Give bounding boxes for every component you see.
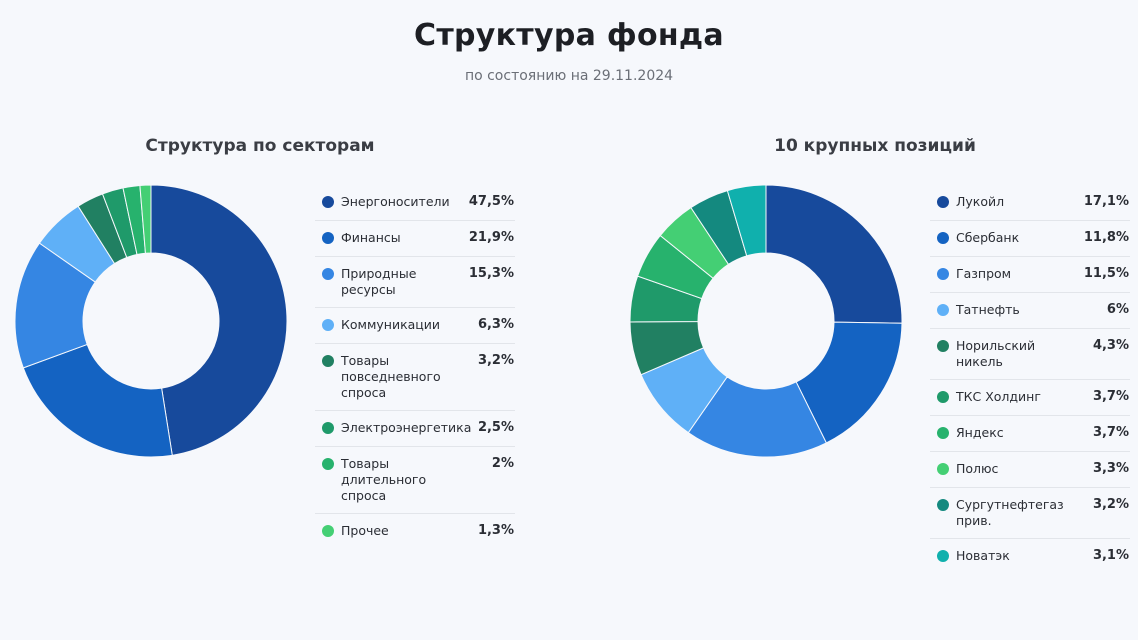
sector-slice-8[interactable] <box>139 185 152 254</box>
position-legend-item: ТКС Холдинг 3,7% <box>930 380 1130 416</box>
legend-swatch <box>937 391 949 403</box>
legend-swatch <box>322 422 334 434</box>
legend-label: Норильский никель <box>956 338 1036 369</box>
position-legend-item: Лукойл 17,1% <box>930 185 1130 221</box>
sectors-donut-chart <box>15 185 287 457</box>
legend-label: Новатэк <box>956 548 1010 563</box>
legend-label: Прочее <box>341 523 389 538</box>
page-subtitle: по состоянию на 29.11.2024 <box>464 68 674 84</box>
sector-legend-item: Товары повседневного спроса 3,2% <box>315 344 515 411</box>
position-legend-item: Татнефть 6% <box>930 293 1130 329</box>
legend-swatch <box>937 499 949 511</box>
sector-legend-item: Электроэнергетика 2,5% <box>315 411 515 447</box>
legend-value: 47,5% <box>468 194 514 209</box>
legend-swatch <box>937 340 949 352</box>
legend-label: Татнефть <box>956 302 1020 317</box>
legend-value: 17,1% <box>1083 194 1129 209</box>
legend-value: 6,3% <box>477 317 514 332</box>
sector-legend-item: Природные ресурсы 15,3% <box>315 257 515 308</box>
sector-slice-1[interactable] <box>150 185 287 456</box>
legend-value: 21,9% <box>468 230 514 245</box>
legend-value: 6% <box>1106 302 1129 317</box>
position-legend-item: Новатэк 3,1% <box>930 539 1130 574</box>
legend-label: Газпром <box>956 266 1012 281</box>
top-positions-donut-chart <box>630 185 902 457</box>
legend-swatch <box>937 268 949 280</box>
legend-label: Сургутнефтегаз прив. <box>956 497 1064 528</box>
position-legend-item: Яндекс 3,7% <box>930 416 1130 452</box>
legend-swatch <box>322 458 334 470</box>
sector-legend-item: Товары длительного спроса 2% <box>315 447 515 514</box>
position-legend-item: Газпром 11,5% <box>930 257 1130 293</box>
legend-value: 2,5% <box>477 420 514 435</box>
legend-swatch <box>322 525 334 537</box>
legend-label: Финансы <box>341 230 401 245</box>
legend-label: Полюс <box>956 461 999 476</box>
legend-swatch <box>322 319 334 331</box>
sector-legend-item: Прочее 1,3% <box>315 514 515 549</box>
position-slice-10[interactable] <box>726 185 767 257</box>
position-slice-1[interactable] <box>765 185 902 324</box>
legend-value: 4,3% <box>1092 338 1129 353</box>
legend-swatch <box>937 232 949 244</box>
sector-legend-item: Коммуникации 6,3% <box>315 308 515 344</box>
legend-value: 11,5% <box>1083 266 1129 281</box>
legend-value: 1,3% <box>477 523 514 538</box>
legend-swatch <box>937 196 949 208</box>
legend-swatch <box>937 427 949 439</box>
legend-swatch <box>322 355 334 367</box>
legend-label: Электроэнергетика <box>341 420 472 435</box>
legend-value: 15,3% <box>468 266 514 281</box>
legend-swatch <box>322 196 334 208</box>
legend-value: 3,2% <box>477 353 514 368</box>
legend-value: 11,8% <box>1083 230 1129 245</box>
legend-label: Товары длительного спроса <box>341 456 427 503</box>
legend-swatch <box>322 268 334 280</box>
legend-value: 3,1% <box>1092 548 1129 563</box>
legend-label: Энергоносители <box>341 194 450 209</box>
top-positions-chart-title: 10 крупных позиций <box>774 136 976 156</box>
legend-value: 3,7% <box>1092 389 1129 404</box>
position-legend-item: Норильский никель 4,3% <box>930 329 1130 380</box>
legend-value: 2% <box>491 456 514 471</box>
legend-swatch <box>937 463 949 475</box>
sector-legend-item: Энергоносители 47,5% <box>315 185 515 221</box>
page-title: Структура фонда <box>414 18 724 53</box>
legend-label: Товары повседневного спроса <box>341 353 441 400</box>
sectors-legend: Энергоносители 47,5% Финансы 21,9% Природные… <box>315 185 515 549</box>
legend-label: Природные ресурсы <box>341 266 417 297</box>
legend-value: 3,2% <box>1092 497 1129 512</box>
legend-label: Лукойл <box>956 194 1005 209</box>
position-legend-item: Полюс 3,3% <box>930 452 1130 488</box>
position-slice-2[interactable] <box>795 321 902 444</box>
legend-swatch <box>937 304 949 316</box>
legend-label: Сбербанк <box>956 230 1020 245</box>
sector-legend-item: Финансы 21,9% <box>315 221 515 257</box>
top-positions-legend: Лукойл 17,1% Сбербанк 11,8% Газпром 11,5% Татн… <box>930 185 1130 574</box>
legend-label: ТКС Холдинг <box>956 389 1041 404</box>
position-legend-item: Сбербанк 11,8% <box>930 221 1130 257</box>
legend-value: 3,7% <box>1092 425 1129 440</box>
legend-value: 3,3% <box>1092 461 1129 476</box>
sectors-chart-title: Структура по секторам <box>145 136 375 156</box>
legend-label: Коммуникации <box>341 317 441 332</box>
sector-slice-2[interactable] <box>22 343 173 457</box>
legend-swatch <box>937 550 949 562</box>
legend-swatch <box>322 232 334 244</box>
legend-label: Яндекс <box>956 425 1004 440</box>
position-legend-item: Сургутнефтегаз прив. 3,2% <box>930 488 1130 539</box>
